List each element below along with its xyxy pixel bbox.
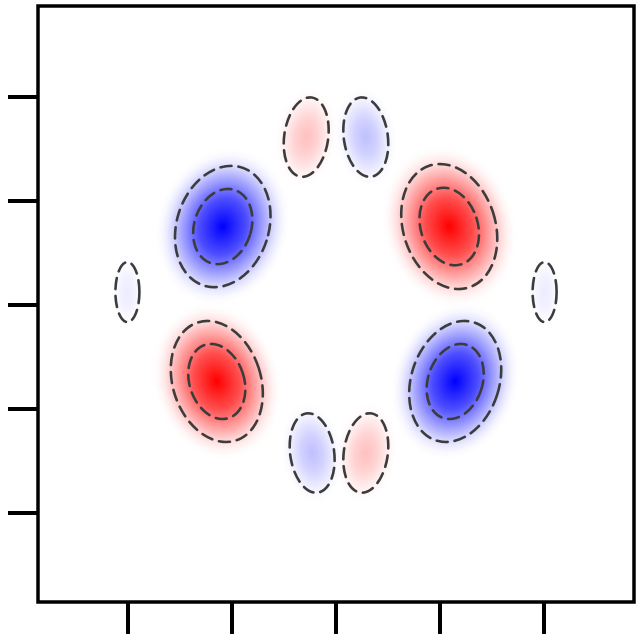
contour-lower-left-0 <box>169 319 265 444</box>
contour-upper-right-1 <box>418 186 481 267</box>
lobe-top-right <box>333 85 399 189</box>
contour-upper-right-0 <box>399 162 499 291</box>
lobe-top-left <box>273 85 339 189</box>
contour-lower-right-0 <box>407 319 503 444</box>
ticks-layer <box>8 95 546 634</box>
lobe-bottom-left <box>279 401 345 505</box>
contour-far-left-0 <box>114 260 141 324</box>
contour-bottom-left-0 <box>288 411 336 495</box>
contour-upper-left-1 <box>191 187 254 266</box>
contour-far-right-0 <box>531 260 558 324</box>
contour-lower-right-1 <box>425 342 486 421</box>
lobe-upper-right <box>380 144 518 309</box>
contour-upper-left-0 <box>173 164 272 289</box>
contour-top-right-0 <box>342 96 390 179</box>
lobe-bottom-right <box>333 401 399 505</box>
lobe-lower-left <box>151 302 283 461</box>
contours-layer <box>114 96 558 495</box>
lobe-upper-left <box>154 147 291 306</box>
contour-top-left-0 <box>282 96 330 179</box>
contour-bottom-right-0 <box>342 411 390 495</box>
lobe-lower-right <box>389 302 521 461</box>
contour-lower-left-1 <box>186 342 247 421</box>
lobes-layer <box>110 85 562 505</box>
